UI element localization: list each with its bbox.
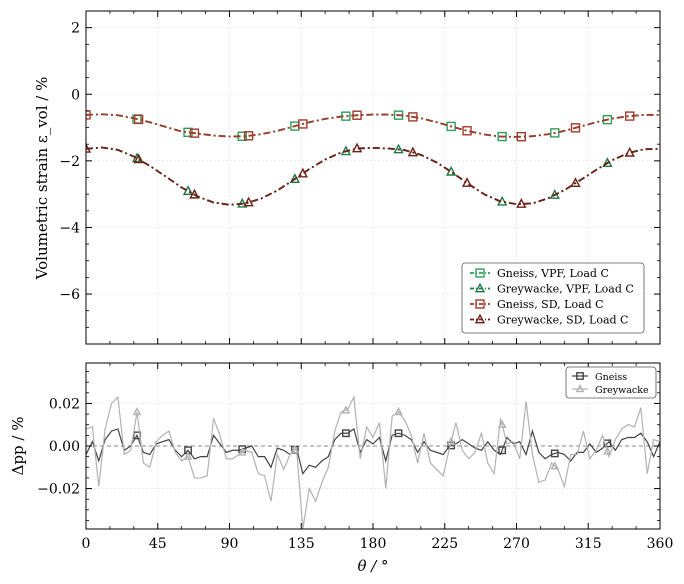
series-1-marker — [183, 451, 193, 460]
series-line-3 — [86, 146, 660, 206]
x-tick-label: 90 — [221, 536, 239, 552]
y-tick-label: −4 — [59, 220, 80, 236]
series-3-marker — [516, 198, 527, 208]
series-0-marker — [446, 121, 456, 132]
series-line-0 — [86, 428, 660, 476]
top-panel: 2 0 −2 −4 −6 Volumetric strain ε_vol / % Gne… — [33, 10, 661, 345]
series-1-marker — [446, 436, 456, 446]
series-2-marker — [189, 128, 200, 138]
legend-marker-0 — [576, 372, 584, 380]
series-0-marker — [498, 446, 507, 455]
bottom-x-axis-label: θ / ° — [357, 557, 388, 575]
x-tick-label: 360 — [647, 536, 674, 552]
legend-marker-1 — [474, 282, 486, 293]
series-3-marker — [407, 146, 419, 157]
legend-marker-2 — [475, 299, 485, 309]
x-tick-label: 225 — [431, 536, 458, 552]
top-legend: Gneiss, VPF, Load C Greywacke, VPF, Load … — [461, 262, 645, 334]
series-line-2 — [86, 113, 660, 138]
legend-label-1: Greywacke, VPF, Load C — [497, 283, 634, 296]
series-0-marker — [497, 131, 507, 142]
top-series-group — [86, 110, 660, 208]
bottom-series-group — [86, 394, 660, 529]
series-3-marker — [351, 142, 363, 153]
series-1-marker — [132, 406, 142, 416]
series-2-marker — [408, 112, 418, 122]
series-3-marker — [297, 167, 309, 178]
y-tick-label: 2 — [71, 21, 80, 37]
series-3-marker — [133, 153, 144, 164]
y-tick-label: 0.02 — [49, 396, 80, 412]
y-tick-label: 0.00 — [49, 439, 80, 455]
series-2-marker — [516, 131, 526, 142]
series-2-marker — [570, 123, 581, 133]
series-1-marker — [341, 405, 351, 414]
series-2-marker — [133, 114, 144, 125]
x-tick-label: 45 — [149, 536, 167, 552]
series-3-marker — [461, 177, 473, 187]
series-2-marker — [243, 131, 254, 141]
legend-label-3: Greywacke, SD, Load C — [497, 314, 628, 327]
legend-marker-1 — [575, 383, 585, 393]
legend-label-2: Gneiss, SD, Load C — [497, 298, 604, 311]
series-1-marker — [290, 444, 300, 453]
series-1-marker — [497, 419, 507, 428]
series-2-marker — [298, 119, 308, 129]
y-tick-label: 0 — [71, 87, 80, 103]
x-tick-label: 135 — [288, 536, 315, 552]
legend-label-0: Gneiss — [595, 372, 627, 383]
bottom-legend: Gneiss Greywacke — [565, 366, 657, 399]
series-1-marker — [603, 446, 612, 455]
series-2-marker — [462, 126, 472, 136]
series-3-marker — [189, 188, 200, 199]
x-tick-label: 0 — [82, 536, 91, 552]
legend-marker-0 — [475, 268, 485, 278]
series-1-marker — [393, 143, 404, 154]
bottom-legend-box — [565, 366, 657, 399]
bottom-y-axis-label: Δpp / % — [9, 417, 27, 476]
top-ticks: 2 0 −2 −4 −6 — [59, 10, 661, 345]
bottom-panel: 0 45 90 135 180 225 270 315 360 0.02 0.00 −0.02 Δpp… — [9, 362, 673, 575]
x-tick-label: 180 — [360, 536, 387, 552]
series-2-marker — [625, 111, 635, 121]
series-0-marker — [550, 449, 559, 458]
series-3-marker — [624, 146, 635, 157]
series-2-marker — [352, 110, 362, 120]
y-tick-label: −2 — [59, 154, 80, 170]
series-line-0 — [86, 113, 660, 138]
series-3-marker — [243, 196, 254, 207]
y-tick-label: −0.02 — [37, 482, 80, 498]
series-0-marker — [394, 429, 403, 438]
series-1-marker — [394, 406, 403, 416]
series-3-marker — [570, 177, 581, 188]
top-y-axis-label: Volumetric strain ε_vol / % — [33, 77, 51, 281]
series-3-marker — [86, 142, 92, 153]
legend-marker-3 — [474, 313, 486, 324]
x-tick-label: 315 — [575, 536, 602, 552]
series-1-marker — [445, 165, 457, 176]
legend-label-0: Gneiss, VPF, Load C — [497, 267, 609, 280]
y-tick-label: −6 — [59, 287, 80, 303]
bottom-ticks: 0 45 90 135 180 225 270 315 360 0.02 0.00 −0.02 — [37, 363, 673, 552]
x-tick-label: 270 — [503, 536, 530, 552]
series-2-marker — [86, 110, 91, 120]
series-0-marker — [341, 429, 350, 438]
series-line-1 — [86, 394, 660, 529]
top-legend-box — [461, 262, 645, 334]
legend-label-1: Greywacke — [595, 385, 649, 396]
series-1-marker — [237, 447, 247, 456]
series-1-marker — [550, 461, 560, 470]
